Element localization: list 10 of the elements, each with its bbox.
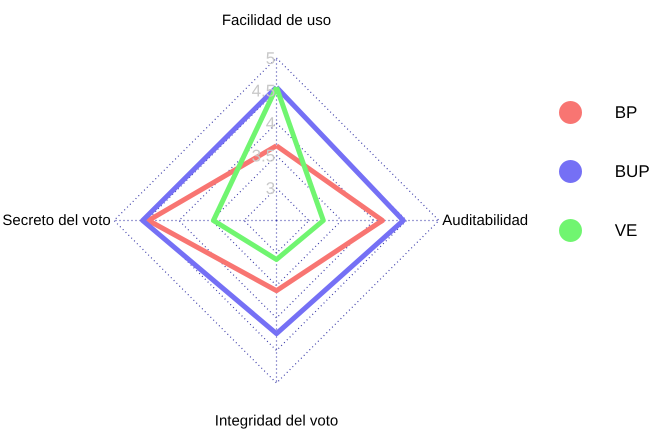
y-tick-label: 3 <box>266 179 276 198</box>
spoke-label: Integridad del voto <box>214 412 338 430</box>
legend-label: BP <box>614 103 638 122</box>
spoke-label: Auditabilidad <box>442 212 528 229</box>
legend-label: BUP <box>614 162 650 181</box>
y-tick-label: 4 <box>266 114 276 133</box>
legend-label: VE <box>614 221 638 240</box>
y-tick-label: 5 <box>266 49 276 68</box>
spoke-label: Secreto del voto <box>2 212 111 229</box>
spoke-label: Facilidad de uso <box>222 12 332 29</box>
